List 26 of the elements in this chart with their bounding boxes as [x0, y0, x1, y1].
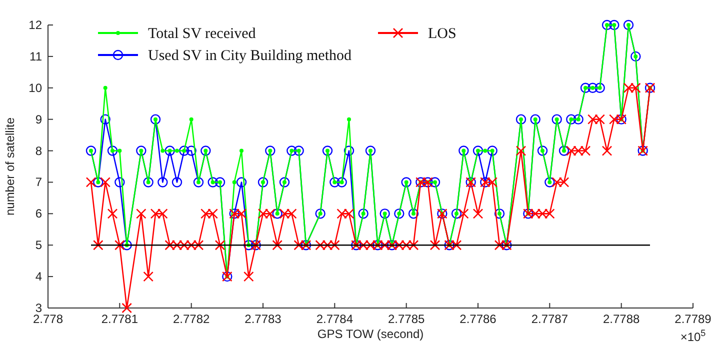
y-tick-label: 12 [28, 18, 42, 32]
x-tick-label: 2.7781 [101, 312, 138, 326]
legend-label: LOS [428, 26, 456, 42]
x-axis-title: GPS TOW (second) [317, 327, 424, 341]
y-tick-label: 4 [35, 270, 42, 284]
y-tick-label: 6 [35, 206, 42, 221]
y-tick-label: 3 [35, 301, 42, 315]
x-tick-label: 2.7789 [674, 312, 712, 326]
y-tick-label: 5 [35, 238, 42, 252]
x-tick-label: 2.7786 [460, 312, 497, 326]
y-tick-label: 7 [35, 175, 42, 190]
y-axis-title: number of satellite [3, 117, 17, 216]
text: ×10$^{5}$ [680, 328, 706, 343]
legend-label: Used SV in City Building method [148, 48, 352, 64]
x-tick-label: 2.778 [32, 312, 64, 326]
y-tick-label: 10 [28, 80, 42, 95]
x-tick-label: 2.7785 [388, 312, 426, 326]
x-tick-label: 2.7782 [172, 312, 210, 326]
legend-label: Total SV received [148, 26, 256, 42]
x-tick-label: 2.7788 [602, 312, 640, 326]
y-tick-label: 9 [35, 112, 42, 126]
y-tick-label: 8 [35, 144, 42, 158]
x-tick-label: 2.7784 [316, 312, 354, 326]
y-tick-label: 11 [30, 49, 42, 64]
x-tick-label: 2.7783 [244, 312, 282, 326]
x-tick-label: 2.7787 [531, 312, 568, 326]
